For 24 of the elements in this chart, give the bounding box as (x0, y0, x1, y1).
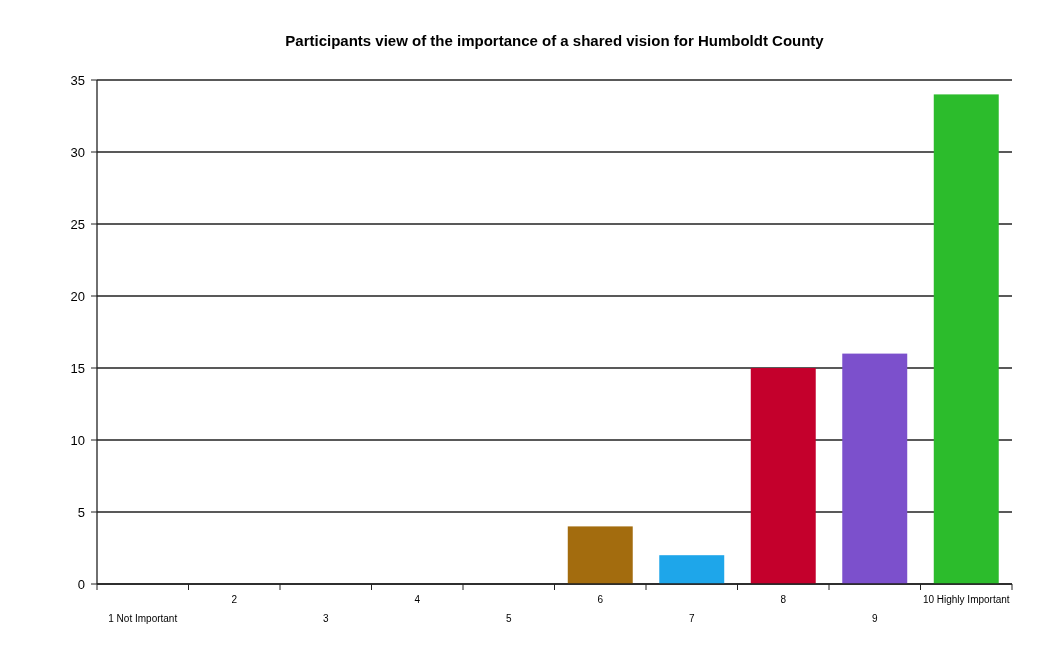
bar (842, 353, 908, 584)
y-tick-label: 5 (77, 504, 85, 520)
x-tick-label: 6 (597, 594, 604, 605)
bar (750, 368, 816, 584)
x-tick-label: 2 (231, 594, 238, 605)
chart-title: Participants view of the importance of a shared vision for Humboldt County (285, 32, 825, 49)
y-tick-label: 15 (70, 360, 85, 376)
x-tick-label: 10 Highly Important (922, 594, 1010, 605)
y-tick-label: 30 (70, 144, 85, 160)
y-tick-label: 25 (70, 216, 85, 232)
x-tick-label: 8 (780, 594, 787, 605)
x-tick-label: 9 (871, 613, 878, 624)
y-tick-label: 10 (70, 432, 85, 448)
y-tick-label: 35 (70, 72, 85, 88)
x-tick-label: 4 (414, 594, 421, 605)
y-tick-label: 20 (70, 288, 85, 304)
x-tick-label: 5 (505, 613, 512, 624)
x-tick-label: 1 Not Important (108, 613, 178, 624)
x-tick-label: 3 (322, 613, 329, 624)
bar (567, 526, 633, 584)
bar (659, 555, 725, 584)
bar (933, 94, 999, 584)
x-tick-label: 7 (688, 613, 695, 624)
y-tick-label: 0 (77, 576, 85, 592)
